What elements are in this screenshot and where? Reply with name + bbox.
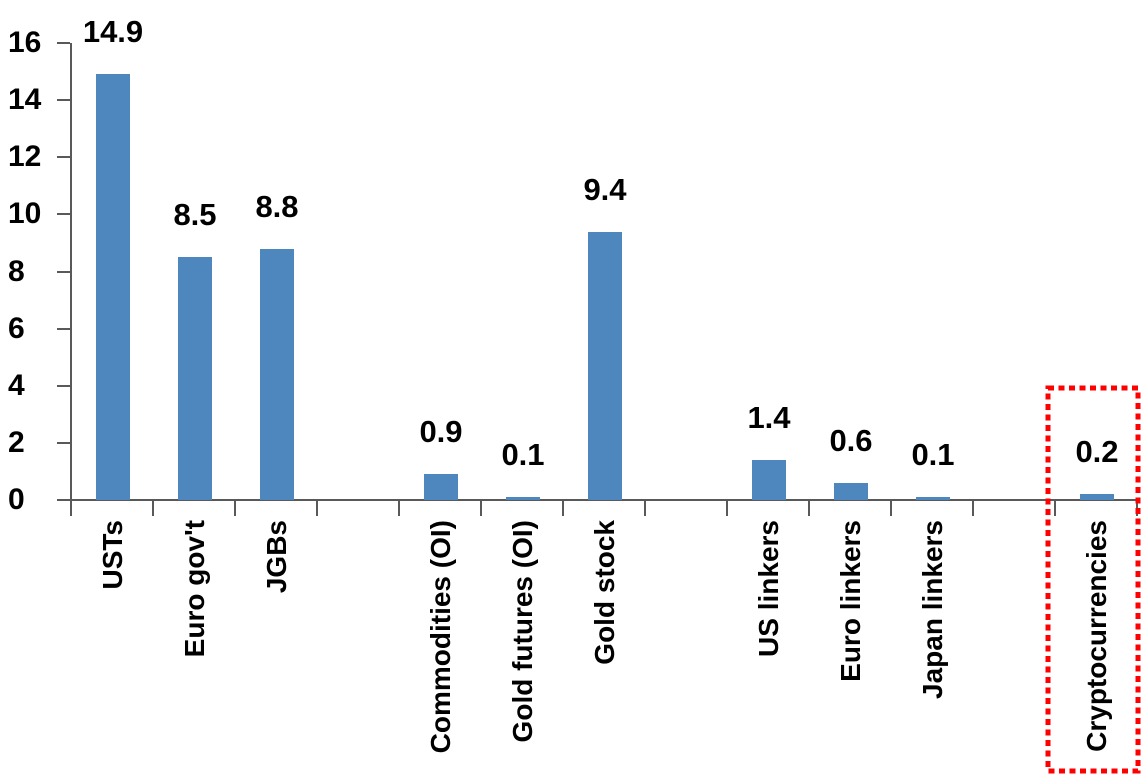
y-axis-tick (57, 327, 70, 330)
y-axis-tick (57, 213, 70, 216)
category-label: Gold stock (589, 520, 620, 665)
bar-value-label: 0.6 (829, 423, 873, 458)
bar-value-label: 9.4 (583, 172, 627, 207)
bar (178, 257, 212, 500)
x-axis-tick (234, 501, 236, 516)
x-axis-tick (1136, 501, 1138, 516)
bar (588, 232, 622, 500)
bar (260, 249, 294, 500)
y-axis-tick (57, 441, 70, 444)
y-axis-tick (57, 384, 70, 387)
y-axis-tick-label: 16 (8, 26, 42, 59)
bar-value-label: 1.4 (747, 400, 791, 435)
category-label: USTs (97, 520, 128, 590)
x-axis-tick (562, 501, 564, 516)
bar (1080, 494, 1114, 500)
y-axis-tick-label: 6 (8, 311, 25, 345)
x-axis-tick (398, 501, 400, 516)
category-label: JGBs (261, 520, 292, 594)
y-axis-tick-label: 0 (8, 483, 25, 516)
category-label: Euro gov't (179, 520, 210, 658)
y-axis-tick (57, 42, 70, 44)
x-axis-tick (316, 501, 318, 516)
bar-value-label: 0.9 (419, 414, 463, 449)
y-axis-tick (57, 499, 70, 501)
y-axis-line (70, 43, 72, 501)
bar (834, 483, 868, 500)
y-axis-tick-label: 14 (8, 83, 42, 117)
category-label: Japan linkers (917, 520, 948, 699)
bar (752, 460, 786, 500)
y-axis-tick (57, 99, 70, 102)
bar (96, 74, 130, 500)
y-axis-tick (57, 270, 70, 273)
bar-value-label: 0.1 (501, 437, 545, 472)
bar-value-label: 0.1 (911, 437, 955, 472)
x-axis-tick (726, 501, 728, 516)
x-axis-tick (972, 501, 974, 516)
y-axis-tick-label: 12 (8, 140, 42, 174)
y-axis-tick-label: 2 (8, 425, 25, 459)
category-label: Commodities (OI) (425, 520, 456, 754)
bar-value-label: 8.8 (255, 189, 299, 224)
y-axis-tick (57, 156, 70, 159)
category-label: US linkers (753, 520, 784, 657)
category-label: Cryptocurrencies (1081, 520, 1112, 752)
y-axis-tick-label: 4 (8, 368, 25, 402)
x-axis-tick (70, 501, 72, 516)
bar-value-label: 14.9 (82, 14, 144, 49)
y-axis-tick-label: 10 (8, 197, 42, 231)
bar-value-label: 8.5 (173, 197, 217, 232)
x-axis-tick (644, 501, 646, 516)
bar-value-label: 0.2 (1075, 434, 1119, 469)
x-axis-tick (480, 501, 482, 516)
x-axis-tick (1054, 501, 1056, 516)
y-axis-tick-label: 8 (8, 254, 25, 288)
bar (424, 474, 458, 500)
category-label: Gold futures (OI) (507, 520, 538, 743)
category-label: Euro linkers (835, 520, 866, 682)
x-axis-tick (808, 501, 810, 516)
bar (916, 497, 950, 500)
x-axis-tick (152, 501, 154, 516)
x-axis-tick (890, 501, 892, 516)
x-axis-line (70, 499, 1138, 501)
bar (506, 497, 540, 500)
